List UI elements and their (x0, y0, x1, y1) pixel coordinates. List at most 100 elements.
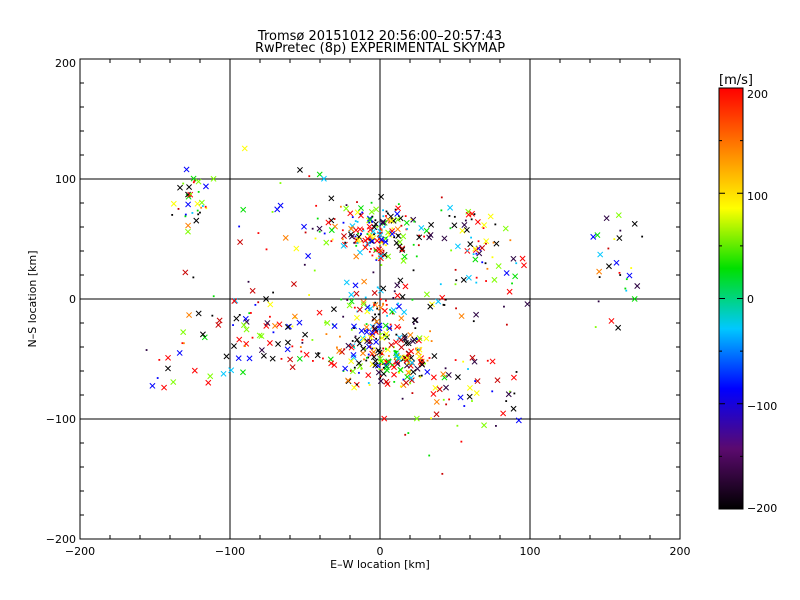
data-point-dot (313, 269, 316, 272)
data-point-dot (505, 323, 508, 326)
data-point-dot (400, 249, 403, 252)
data-point-cross (408, 359, 415, 366)
data-point-dot (356, 383, 358, 386)
data-point-dot (272, 331, 275, 334)
data-point-dot (385, 360, 387, 363)
data-point-dot (312, 360, 314, 362)
data-point-cross (388, 217, 395, 224)
data-point-dot (486, 359, 489, 362)
data-point-cross (472, 256, 479, 263)
data-point-dot (426, 359, 429, 362)
data-point-dot (515, 262, 518, 265)
data-point-cross (355, 236, 362, 243)
data-point-dot (257, 301, 260, 304)
data-point-dot (196, 209, 199, 212)
data-point-cross (231, 298, 238, 304)
data-point-dot (379, 333, 382, 335)
data-point-dot (359, 213, 362, 216)
data-point-cross (305, 253, 312, 259)
data-point-dot (355, 244, 358, 247)
data-point-dot (455, 279, 458, 282)
data-point-dot (353, 327, 355, 329)
data-point-cross (371, 325, 378, 332)
data-point-cross (469, 354, 476, 361)
data-point-cross (336, 348, 343, 354)
data-point-dot (414, 327, 417, 330)
data-point-cross (494, 377, 501, 384)
data-point-cross (353, 290, 360, 297)
data-point-cross (427, 303, 434, 310)
data-point-dot (379, 360, 381, 363)
data-point-cross (195, 310, 202, 317)
data-point-dot (454, 283, 457, 286)
data-point-cross (510, 405, 517, 412)
data-point-dot (413, 220, 416, 223)
data-point-cross (362, 244, 369, 251)
data-point-dot (464, 219, 467, 222)
data-point-cross (293, 245, 300, 252)
data-point-dot (618, 271, 621, 274)
data-point-dot (361, 211, 364, 214)
data-point-dot (391, 310, 394, 313)
data-point-dot (397, 234, 399, 237)
data-point-cross (346, 302, 353, 309)
data-point-dot (341, 238, 344, 241)
data-point-cross (428, 221, 435, 228)
data-point-cross (303, 351, 310, 358)
colorbar-tick-label: 100 (747, 190, 768, 203)
data-point-dot (393, 290, 396, 293)
data-point-dot (421, 359, 423, 362)
data-point-cross (263, 296, 270, 302)
data-point-cross (316, 309, 323, 316)
y-tick-label: 200 (55, 57, 76, 70)
data-point-dot (249, 312, 252, 314)
data-point-dot (354, 220, 357, 222)
x-tick-labels: −200 −100 0 100 200 (65, 545, 691, 558)
data-point-cross (258, 347, 265, 354)
data-point-cross (377, 253, 384, 259)
data-point-dot (401, 397, 404, 400)
data-point-cross (394, 323, 401, 330)
data-point-cross (379, 220, 386, 226)
data-point-dot (177, 207, 180, 210)
data-point-cross (186, 184, 193, 191)
data-point-cross (284, 324, 291, 331)
data-point-cross (359, 350, 366, 357)
data-point-cross (399, 246, 406, 253)
data-point-cross (345, 342, 352, 349)
data-point-dot (323, 232, 326, 235)
data-point-cross (352, 282, 359, 289)
data-point-cross (328, 360, 335, 367)
data-point-cross (471, 358, 478, 365)
data-point-dot (354, 241, 357, 244)
data-point-cross (634, 283, 641, 289)
data-point-cross (243, 326, 250, 333)
data-point-dot (404, 338, 406, 341)
data-point-dot (398, 336, 401, 339)
data-point-cross (466, 393, 473, 400)
data-point-dot (381, 363, 384, 365)
data-point-dot (366, 243, 369, 246)
data-point-dot (415, 255, 418, 258)
data-point-cross (383, 330, 390, 337)
data-point-dot (279, 182, 282, 184)
data-point-dot (145, 349, 148, 351)
data-point-dot (475, 276, 478, 279)
data-point-dot (509, 390, 511, 393)
data-point-dot (365, 359, 368, 362)
data-point-cross (512, 273, 519, 280)
data-point-cross (377, 355, 384, 362)
data-point-dot (386, 212, 389, 215)
data-point-cross (467, 384, 473, 391)
data-point-cross (340, 242, 347, 249)
data-point-dot (455, 307, 457, 310)
data-point-dot (346, 299, 349, 301)
data-point-cross (394, 292, 401, 299)
data-point-dot (414, 347, 417, 350)
data-point-cross (216, 317, 223, 324)
data-point-cross (266, 340, 273, 346)
data-point-dot (333, 218, 336, 220)
data-point-cross (366, 343, 372, 350)
data-point-cross (380, 218, 386, 225)
